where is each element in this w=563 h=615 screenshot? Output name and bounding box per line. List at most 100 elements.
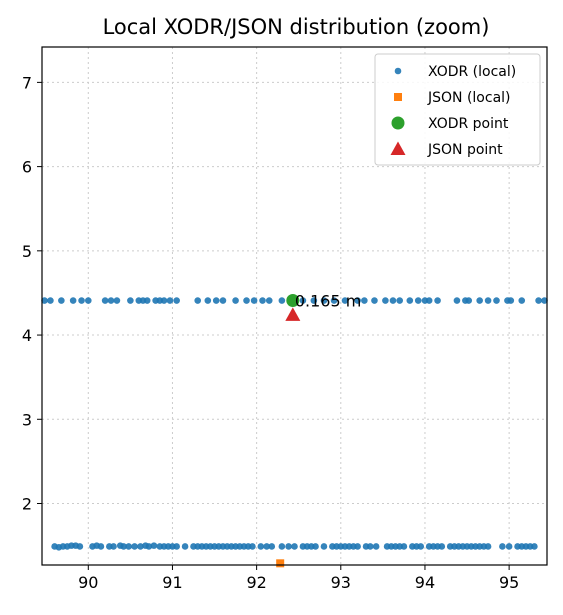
xodr-local-point bbox=[406, 297, 414, 304]
x-tick-label: 91 bbox=[162, 573, 182, 592]
distance-annotation: 0.165 m bbox=[295, 292, 361, 311]
xodr-local-point bbox=[341, 297, 349, 304]
xodr-local-point bbox=[145, 543, 153, 550]
x-tick-label: 90 bbox=[78, 573, 98, 592]
xodr-local-point bbox=[414, 297, 422, 304]
xodr-local-point bbox=[265, 297, 273, 304]
xodr-local-point bbox=[78, 297, 85, 304]
xodr-local-point bbox=[366, 543, 374, 550]
xodr-local-point bbox=[101, 297, 109, 304]
xodr-local-point bbox=[484, 297, 492, 304]
xodr-local-point bbox=[131, 543, 138, 550]
xodr-local-point bbox=[382, 297, 389, 304]
xodr-local-point bbox=[484, 543, 492, 550]
xodr-local-point bbox=[120, 543, 127, 550]
xodr-local-point bbox=[243, 297, 250, 304]
legend-marker bbox=[391, 116, 405, 130]
xodr-local-point bbox=[97, 543, 105, 550]
legend-label: XODR point bbox=[428, 116, 509, 132]
xodr-local-point bbox=[150, 542, 158, 549]
xodr-local-point bbox=[330, 297, 338, 304]
xodr-local-point bbox=[263, 543, 271, 550]
xodr-local-point bbox=[476, 297, 483, 304]
legend: XODR (local) JSON (local) XODR point JSON p… bbox=[374, 53, 541, 166]
xodr-local-point bbox=[453, 297, 461, 304]
y-tick-label: 2 bbox=[22, 495, 32, 514]
y-tick-label: 7 bbox=[22, 73, 32, 92]
xodr-point-point bbox=[286, 294, 300, 308]
xodr-local-point bbox=[438, 543, 446, 550]
x-tick-label: 92 bbox=[246, 573, 266, 592]
xodr-local-point bbox=[425, 297, 433, 304]
xodr-local-point bbox=[291, 543, 298, 550]
x-tick-label: 95 bbox=[499, 573, 519, 592]
xodr-local-point bbox=[143, 297, 151, 304]
plot-frame bbox=[41, 46, 548, 566]
xodr-local-point bbox=[194, 297, 202, 304]
xodr-local-point bbox=[371, 297, 378, 304]
xodr-local-point bbox=[232, 297, 239, 304]
xodr-local-point bbox=[354, 543, 361, 550]
xodr-local-point bbox=[76, 543, 84, 550]
xodr-local-point bbox=[493, 297, 500, 304]
legend-marker bbox=[394, 67, 402, 75]
legend-box bbox=[374, 53, 541, 166]
xodr-local-point bbox=[84, 297, 92, 304]
y-tick-label: 4 bbox=[22, 326, 32, 345]
xodr-local-point bbox=[396, 297, 404, 304]
xodr-local-point bbox=[354, 297, 361, 304]
x-tick-label: 94 bbox=[415, 573, 435, 592]
legend-marker bbox=[390, 141, 406, 155]
xodr-local-point bbox=[278, 297, 286, 304]
xodr-local-point bbox=[299, 297, 307, 304]
xodr-local-point bbox=[127, 297, 134, 304]
xodr-local-point bbox=[212, 297, 220, 304]
xodr-local-point bbox=[173, 297, 180, 304]
xodr-local-point bbox=[312, 543, 319, 550]
y-tick-label: 3 bbox=[22, 410, 32, 429]
legend-label: JSON point bbox=[427, 142, 503, 158]
xodr-local-point bbox=[268, 543, 276, 550]
xodr-local-point bbox=[110, 543, 117, 550]
xodr-local-point bbox=[320, 297, 328, 304]
xodr-local-point bbox=[505, 543, 513, 550]
xodr-local-point bbox=[58, 297, 65, 304]
xodr-local-point bbox=[541, 297, 548, 304]
xodr-local-point bbox=[204, 297, 212, 304]
xodr-local-point bbox=[465, 297, 473, 304]
xodr-local-point bbox=[125, 543, 132, 550]
xodr-local-point bbox=[259, 297, 266, 304]
xodr-local-point bbox=[320, 543, 328, 550]
xodr-local-point bbox=[507, 297, 515, 304]
legend-label: XODR (local) bbox=[428, 64, 516, 80]
json-point-point bbox=[285, 307, 301, 321]
xodr-local-point bbox=[250, 297, 258, 304]
y-tick-label: 5 bbox=[22, 242, 32, 261]
xodr-local-point bbox=[41, 297, 48, 304]
xodr-local-point bbox=[47, 297, 54, 304]
xodr-local-point bbox=[499, 543, 506, 550]
xodr-local-point bbox=[181, 543, 189, 550]
chart-title: Local XODR/JSON distribution (zoom) bbox=[103, 15, 490, 39]
x-axis: 90 91 92 93 94 95 bbox=[78, 565, 519, 592]
annotations: 0.165 m bbox=[295, 292, 361, 311]
xodr-local-point bbox=[285, 543, 292, 550]
xodr-local-point bbox=[113, 297, 121, 304]
xodr-local-point bbox=[400, 543, 408, 550]
xodr-local-point bbox=[137, 543, 144, 550]
data-points bbox=[41, 294, 548, 568]
legend-label: JSON (local) bbox=[427, 90, 511, 106]
xodr-local-point bbox=[389, 297, 397, 304]
xodr-local-point bbox=[361, 297, 368, 304]
xodr-local-point bbox=[257, 543, 265, 550]
x-tick-label: 93 bbox=[331, 573, 351, 592]
xodr-local-point bbox=[434, 297, 441, 304]
xodr-local-point bbox=[107, 297, 115, 304]
xodr-local-point bbox=[166, 297, 174, 304]
xodr-local-point bbox=[417, 543, 425, 550]
xodr-local-point bbox=[531, 543, 538, 550]
xodr-local-point bbox=[69, 297, 77, 304]
xodr-local-point bbox=[518, 297, 526, 304]
xodr-local-point bbox=[219, 297, 227, 304]
